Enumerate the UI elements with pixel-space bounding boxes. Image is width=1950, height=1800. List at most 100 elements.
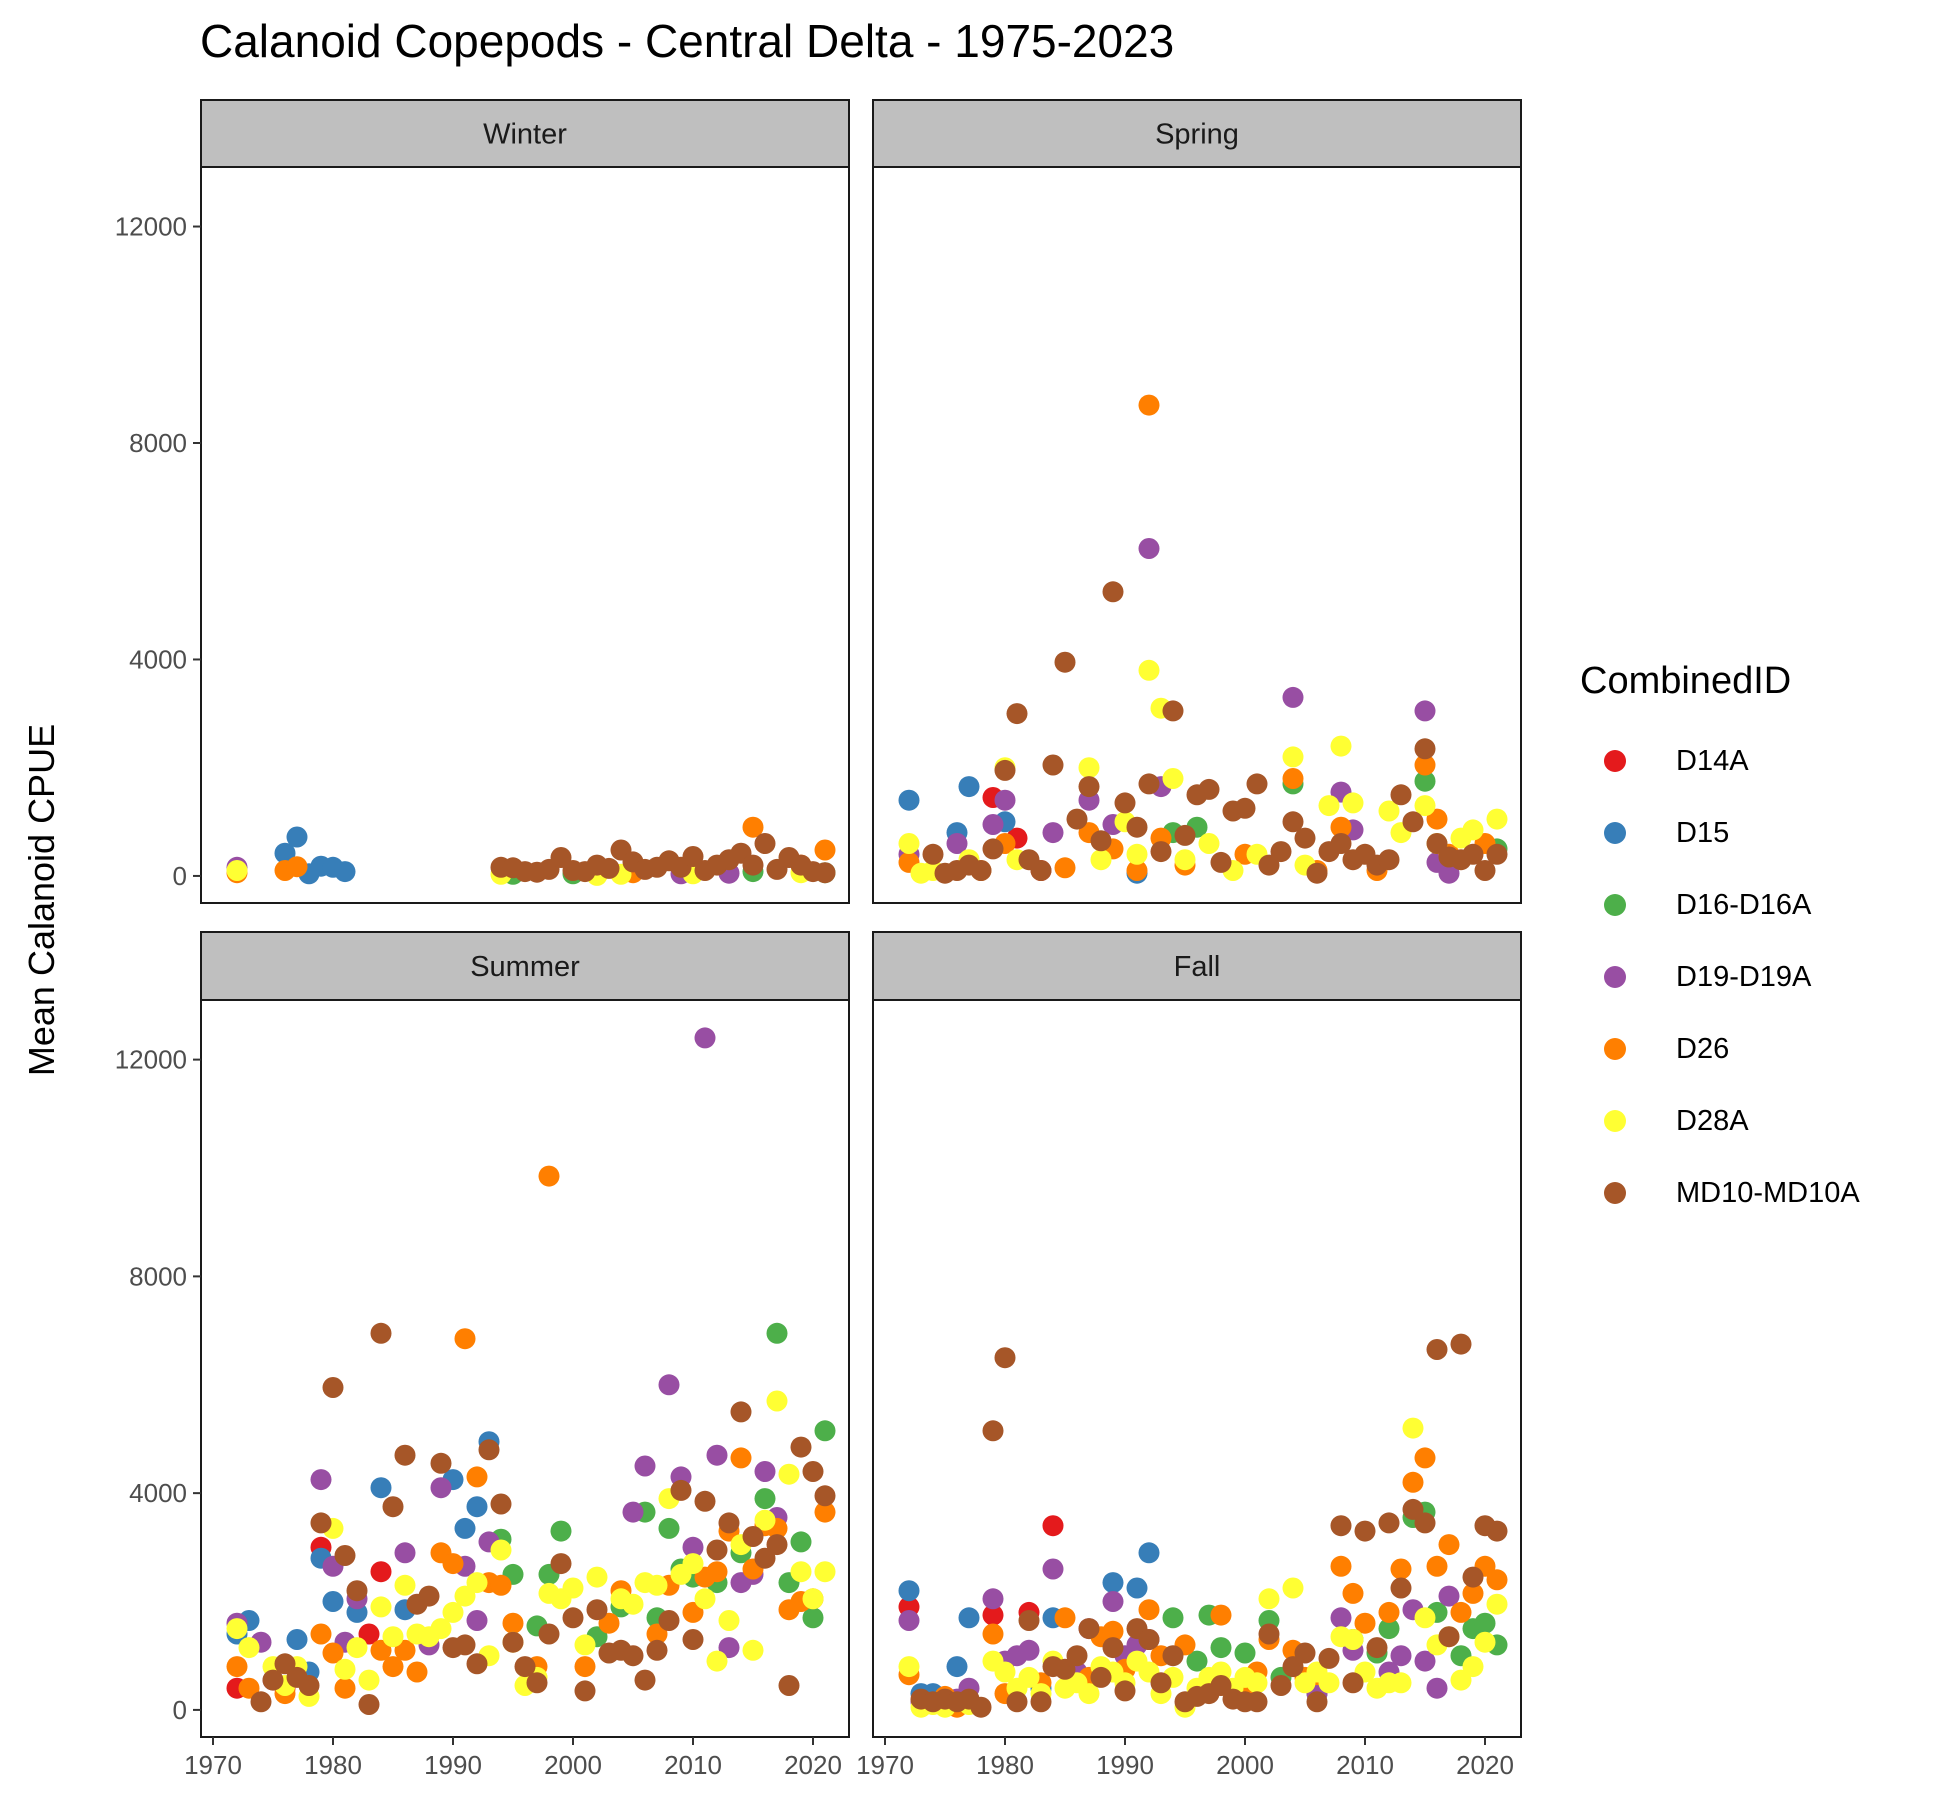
point-d15	[958, 1607, 980, 1629]
legend-key-d15	[1604, 822, 1626, 844]
point-d26	[706, 1561, 728, 1583]
point-md10-md10a	[1090, 830, 1112, 852]
point-md10-md10a	[1030, 860, 1052, 881]
point-d19-d19a	[982, 814, 1004, 835]
point-md10-md10a	[538, 1623, 560, 1645]
point-d15	[1102, 1572, 1124, 1594]
point-md10-md10a	[1090, 1666, 1112, 1688]
point-d26	[1414, 754, 1436, 776]
point-md10-md10a	[1402, 1498, 1424, 1520]
point-d26	[1450, 1601, 1472, 1623]
point-d28a	[586, 1566, 608, 1588]
point-md10-md10a	[1390, 784, 1412, 806]
point-md10-md10a	[970, 860, 992, 881]
point-d26	[226, 1656, 248, 1678]
legend-key-d19-d19a	[1604, 966, 1626, 988]
point-d19-d19a	[1438, 1585, 1460, 1607]
point-d14a	[358, 1623, 380, 1645]
point-md10-md10a	[1210, 1675, 1232, 1696]
point-d19-d19a	[682, 1536, 704, 1558]
y-tick-label: 0	[173, 861, 187, 891]
point-md10-md10a	[1102, 581, 1124, 603]
x-tick-label: 1970	[184, 1750, 242, 1780]
point-md10-md10a	[1246, 773, 1268, 795]
point-d16-d16a	[550, 1520, 572, 1542]
point-md10-md10a	[514, 1656, 536, 1678]
point-d28a	[442, 1601, 464, 1623]
point-d19-d19a	[1018, 1639, 1040, 1661]
point-d16-d16a	[790, 1531, 812, 1553]
point-d28a	[1342, 1629, 1364, 1650]
point-d26	[1414, 1447, 1436, 1469]
point-d19-d19a	[310, 1469, 332, 1491]
point-d19-d19a	[1042, 822, 1064, 844]
point-md10-md10a	[1138, 773, 1160, 795]
point-d16-d16a	[1378, 1618, 1400, 1640]
point-d16-d16a	[1186, 1650, 1208, 1672]
point-md10-md10a	[370, 1322, 392, 1344]
point-md10-md10a	[358, 1694, 380, 1715]
point-md10-md10a	[1078, 1618, 1100, 1640]
point-d15	[958, 776, 980, 798]
point-md10-md10a	[1294, 827, 1316, 849]
point-md10-md10a	[1078, 776, 1100, 798]
legend-key-md10-md10a	[1604, 1182, 1626, 1204]
point-md10-md10a	[1306, 1691, 1328, 1713]
point-md10-md10a	[706, 1539, 728, 1561]
point-d28a	[802, 1588, 824, 1610]
legend-items: D14A D15 D16-D16A D19-D19A D26 D28A MD10-MD10A	[1580, 725, 1860, 1229]
point-md10-md10a	[1438, 1626, 1460, 1648]
point-d28a	[1078, 1683, 1100, 1705]
point-md10-md10a	[1474, 860, 1496, 881]
point-d19-d19a	[994, 789, 1016, 811]
point-md10-md10a	[694, 1490, 716, 1512]
strip-summer	[200, 931, 850, 1001]
panel-summer: Summer 0 4000 8000 12000 1970 1980 1990 2000 2010…	[115, 931, 850, 1780]
y-tick-label: 0	[173, 1695, 187, 1725]
point-md10-md10a	[1330, 833, 1352, 854]
point-d26	[1330, 1555, 1352, 1577]
point-d19-d19a	[1414, 700, 1436, 722]
point-md10-md10a	[1366, 1637, 1388, 1659]
panel-bg-winter	[201, 167, 849, 903]
legend-label: D14A	[1676, 744, 1749, 777]
point-d26	[1390, 1558, 1412, 1580]
point-d16-d16a	[1414, 770, 1436, 792]
point-md10-md10a	[646, 1639, 668, 1661]
point-md10-md10a	[982, 838, 1004, 860]
point-d19-d19a	[1102, 1591, 1124, 1612]
point-md10-md10a	[346, 1580, 368, 1602]
point-md10-md10a	[1294, 1642, 1316, 1664]
point-md10-md10a	[1054, 651, 1076, 673]
point-md10-md10a	[262, 1669, 284, 1691]
point-d26	[1330, 816, 1352, 838]
point-d26	[1438, 1534, 1460, 1556]
point-d19-d19a	[1426, 1677, 1448, 1699]
point-md10-md10a	[1150, 841, 1172, 863]
point-d28a	[1450, 1669, 1472, 1691]
point-md10-md10a	[250, 1691, 272, 1713]
point-d15	[946, 1656, 968, 1678]
y-tick-label: 8000	[129, 428, 187, 458]
legend-item-d28a: D28A	[1580, 1085, 1860, 1157]
point-md10-md10a	[802, 1461, 824, 1482]
point-d28a	[1402, 1417, 1424, 1439]
point-d16-d16a	[814, 1420, 836, 1442]
point-md10-md10a	[1414, 1512, 1436, 1534]
x-tick-label: 2000	[544, 1750, 602, 1780]
point-md10-md10a	[742, 1526, 764, 1547]
legend-label: D26	[1676, 1032, 1730, 1065]
point-d28a	[994, 1661, 1016, 1683]
point-d28a	[1414, 795, 1436, 817]
point-md10-md10a	[1174, 824, 1196, 846]
x-tick-label: 1980	[976, 1750, 1034, 1780]
point-d28a	[1246, 1672, 1268, 1694]
point-d28a	[1318, 1672, 1340, 1694]
y-tick-label: 12000	[115, 212, 187, 242]
point-d26	[814, 1501, 836, 1523]
point-d28a	[346, 1637, 368, 1659]
point-d26	[1210, 1604, 1232, 1626]
strip-label-winter: Winter	[483, 119, 567, 151]
panel-bg-summer	[201, 1000, 849, 1737]
point-d15	[274, 842, 296, 864]
